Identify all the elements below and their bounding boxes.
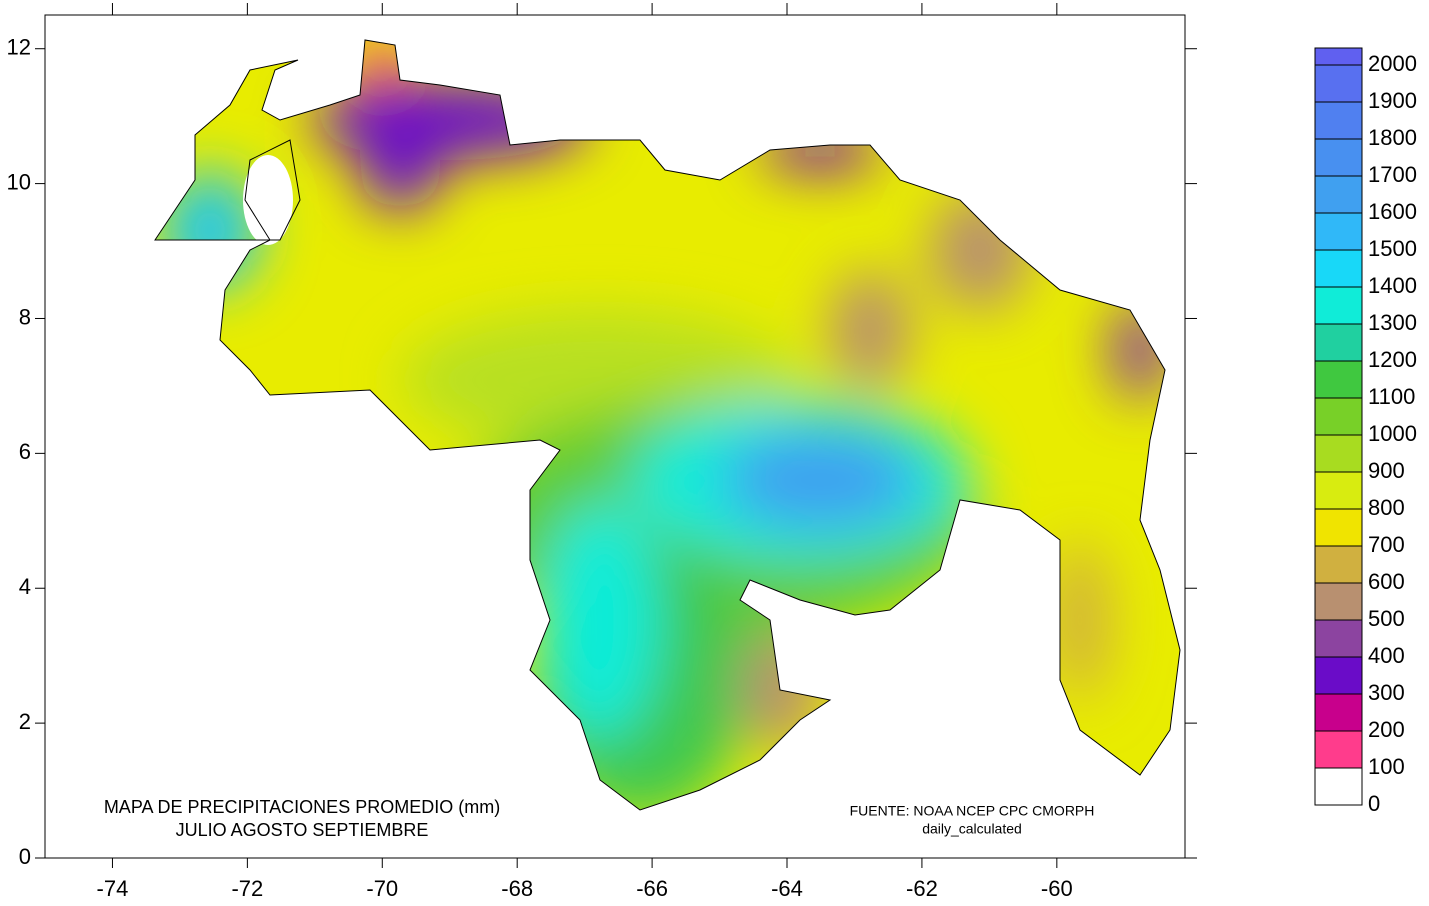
colorbar-band <box>1314 619 1363 658</box>
x-tick-label: -62 <box>906 876 938 901</box>
colorbar-label: 1300 <box>1368 310 1417 335</box>
colorbar-band <box>1314 249 1363 288</box>
colorbar-label: 1500 <box>1368 236 1417 261</box>
source: FUENTE: NOAA NCEP CPC CMORPH <box>850 803 1095 819</box>
precipitation-field <box>155 40 1180 810</box>
colorbar-band <box>1314 730 1363 769</box>
x-tick-label: -68 <box>501 876 533 901</box>
colorbar-label: 2000 <box>1368 51 1417 76</box>
colorbar-band <box>1314 212 1363 251</box>
colorbar-label: 1600 <box>1368 199 1417 224</box>
colorbar-label: 200 <box>1368 717 1405 742</box>
colorbar-band <box>1314 397 1363 436</box>
colorbar-label: 600 <box>1368 569 1405 594</box>
colorbar-label: 900 <box>1368 458 1405 483</box>
colorbar-label: 400 <box>1368 643 1405 668</box>
y-tick-label: 2 <box>19 709 31 734</box>
colorbar-band <box>1314 545 1363 584</box>
colorbar-band <box>1314 138 1363 177</box>
colorbar-label: 1700 <box>1368 162 1417 187</box>
y-tick-label: 10 <box>7 169 31 194</box>
colorbar-label: 1000 <box>1368 421 1417 446</box>
map-subtitle: JULIO AGOSTO SEPTIEMBRE <box>176 820 429 840</box>
colorbar-band <box>1314 508 1363 547</box>
colorbar-label: 700 <box>1368 532 1405 557</box>
colorbar-band <box>1314 101 1363 140</box>
colorbar-band <box>1314 360 1363 399</box>
y-tick-label: 8 <box>19 304 31 329</box>
colorbar-label: 1800 <box>1368 125 1417 150</box>
x-tick-label: -72 <box>231 876 263 901</box>
colorbar-band <box>1314 434 1363 473</box>
colorbar-label: 1200 <box>1368 347 1417 372</box>
y-tick-label: 6 <box>19 439 31 464</box>
x-tick-label: -66 <box>636 876 668 901</box>
y-tick-label: 0 <box>19 844 31 869</box>
colorbar-label: 800 <box>1368 495 1405 520</box>
colorbar-label: 300 <box>1368 680 1405 705</box>
colorbar-band <box>1314 767 1363 806</box>
colorbar-label: 1100 <box>1368 384 1415 409</box>
x-tick-label: -64 <box>771 876 803 901</box>
y-tick-label: 4 <box>19 574 31 599</box>
x-tick-label: -60 <box>1041 876 1073 901</box>
map-title: MAPA DE PRECIPITACIONES PROMEDIO (mm) <box>104 797 500 817</box>
colorbar-band <box>1314 582 1363 621</box>
colorbar-band <box>1314 656 1363 695</box>
colorbar-label: 500 <box>1368 606 1405 631</box>
colorbar-band <box>1314 471 1363 510</box>
country-outline <box>154 39 1181 811</box>
colorbar-band <box>1314 175 1363 214</box>
colorbar-label: 1400 <box>1368 273 1417 298</box>
colorbar-label: 100 <box>1368 754 1405 779</box>
colorbar-label: 1900 <box>1368 88 1417 113</box>
colorbar-band <box>1314 47 1363 66</box>
plot-frame <box>44 14 1186 859</box>
x-tick-label: -74 <box>97 876 129 901</box>
colorbar-band <box>1314 323 1363 362</box>
colorbar-band <box>1314 693 1363 732</box>
colorbar-label: 0 <box>1368 791 1380 816</box>
colorbar-band <box>1314 286 1363 325</box>
x-tick-label: -70 <box>366 876 398 901</box>
colorbar-band <box>1314 64 1363 103</box>
y-tick-label: 12 <box>7 35 31 60</box>
source-detail: daily_calculated <box>922 821 1022 837</box>
